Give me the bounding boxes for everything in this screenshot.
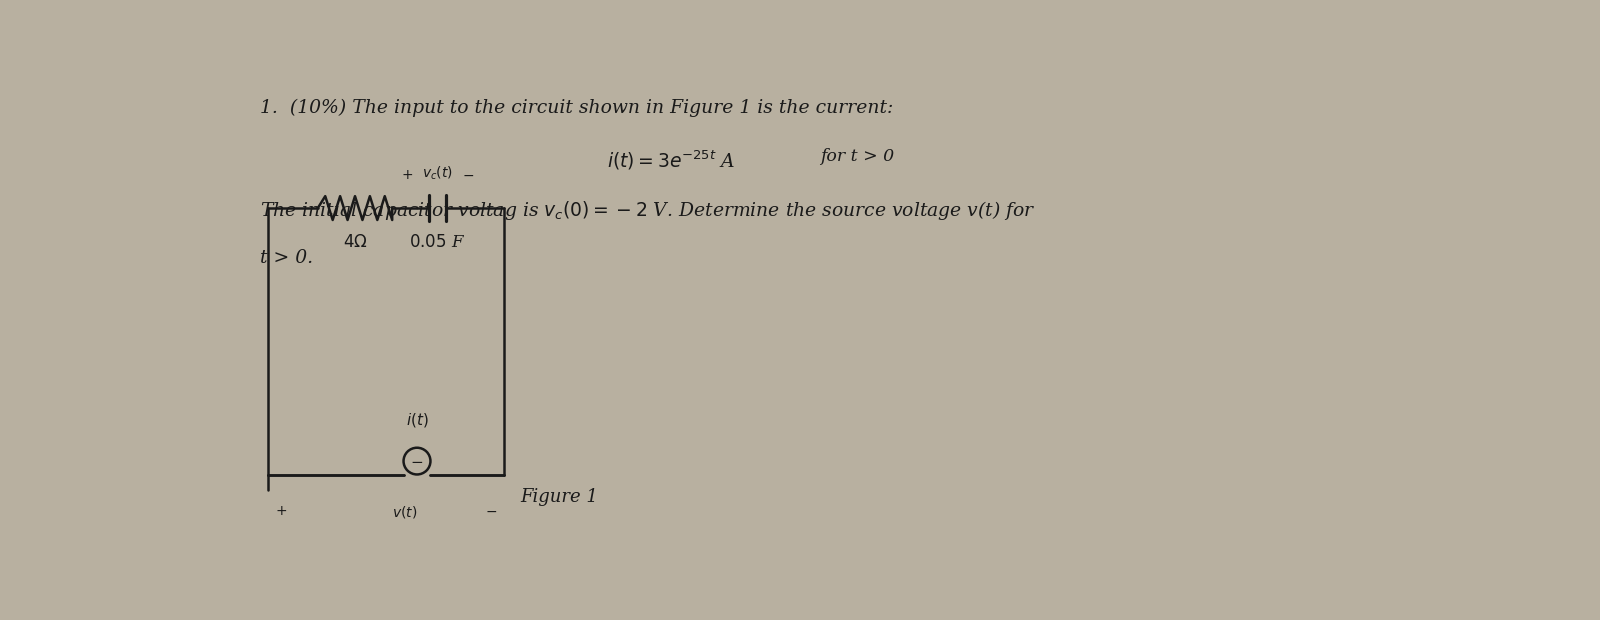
Text: $v(t)$: $v(t)$ xyxy=(392,504,418,520)
Text: $i(t) = 3e^{-25t}$ A: $i(t) = 3e^{-25t}$ A xyxy=(606,148,736,172)
Text: $+$: $+$ xyxy=(402,168,413,182)
Text: $v_c(t)$: $v_c(t)$ xyxy=(422,164,453,182)
Text: The initial capacitor voltag is $v_c(0) = -2$ V. Determine the source voltage v(: The initial capacitor voltag is $v_c(0) … xyxy=(259,198,1035,221)
Text: t > 0.: t > 0. xyxy=(259,249,312,267)
Text: $-$: $-$ xyxy=(462,168,474,182)
Text: $-$: $-$ xyxy=(485,504,498,518)
Text: Figure 1: Figure 1 xyxy=(520,489,598,507)
Text: for t > 0: for t > 0 xyxy=(819,148,894,166)
Text: 1.  (10%) The input to the circuit shown in Figure 1 is the current:: 1. (10%) The input to the circuit shown … xyxy=(259,98,893,117)
Text: $4\Omega$: $4\Omega$ xyxy=(342,234,368,251)
Text: $+$: $+$ xyxy=(275,504,286,518)
Text: $i(t)$: $i(t)$ xyxy=(406,410,429,428)
Text: $-$: $-$ xyxy=(411,454,424,468)
Text: $0.05$ F: $0.05$ F xyxy=(410,234,466,251)
